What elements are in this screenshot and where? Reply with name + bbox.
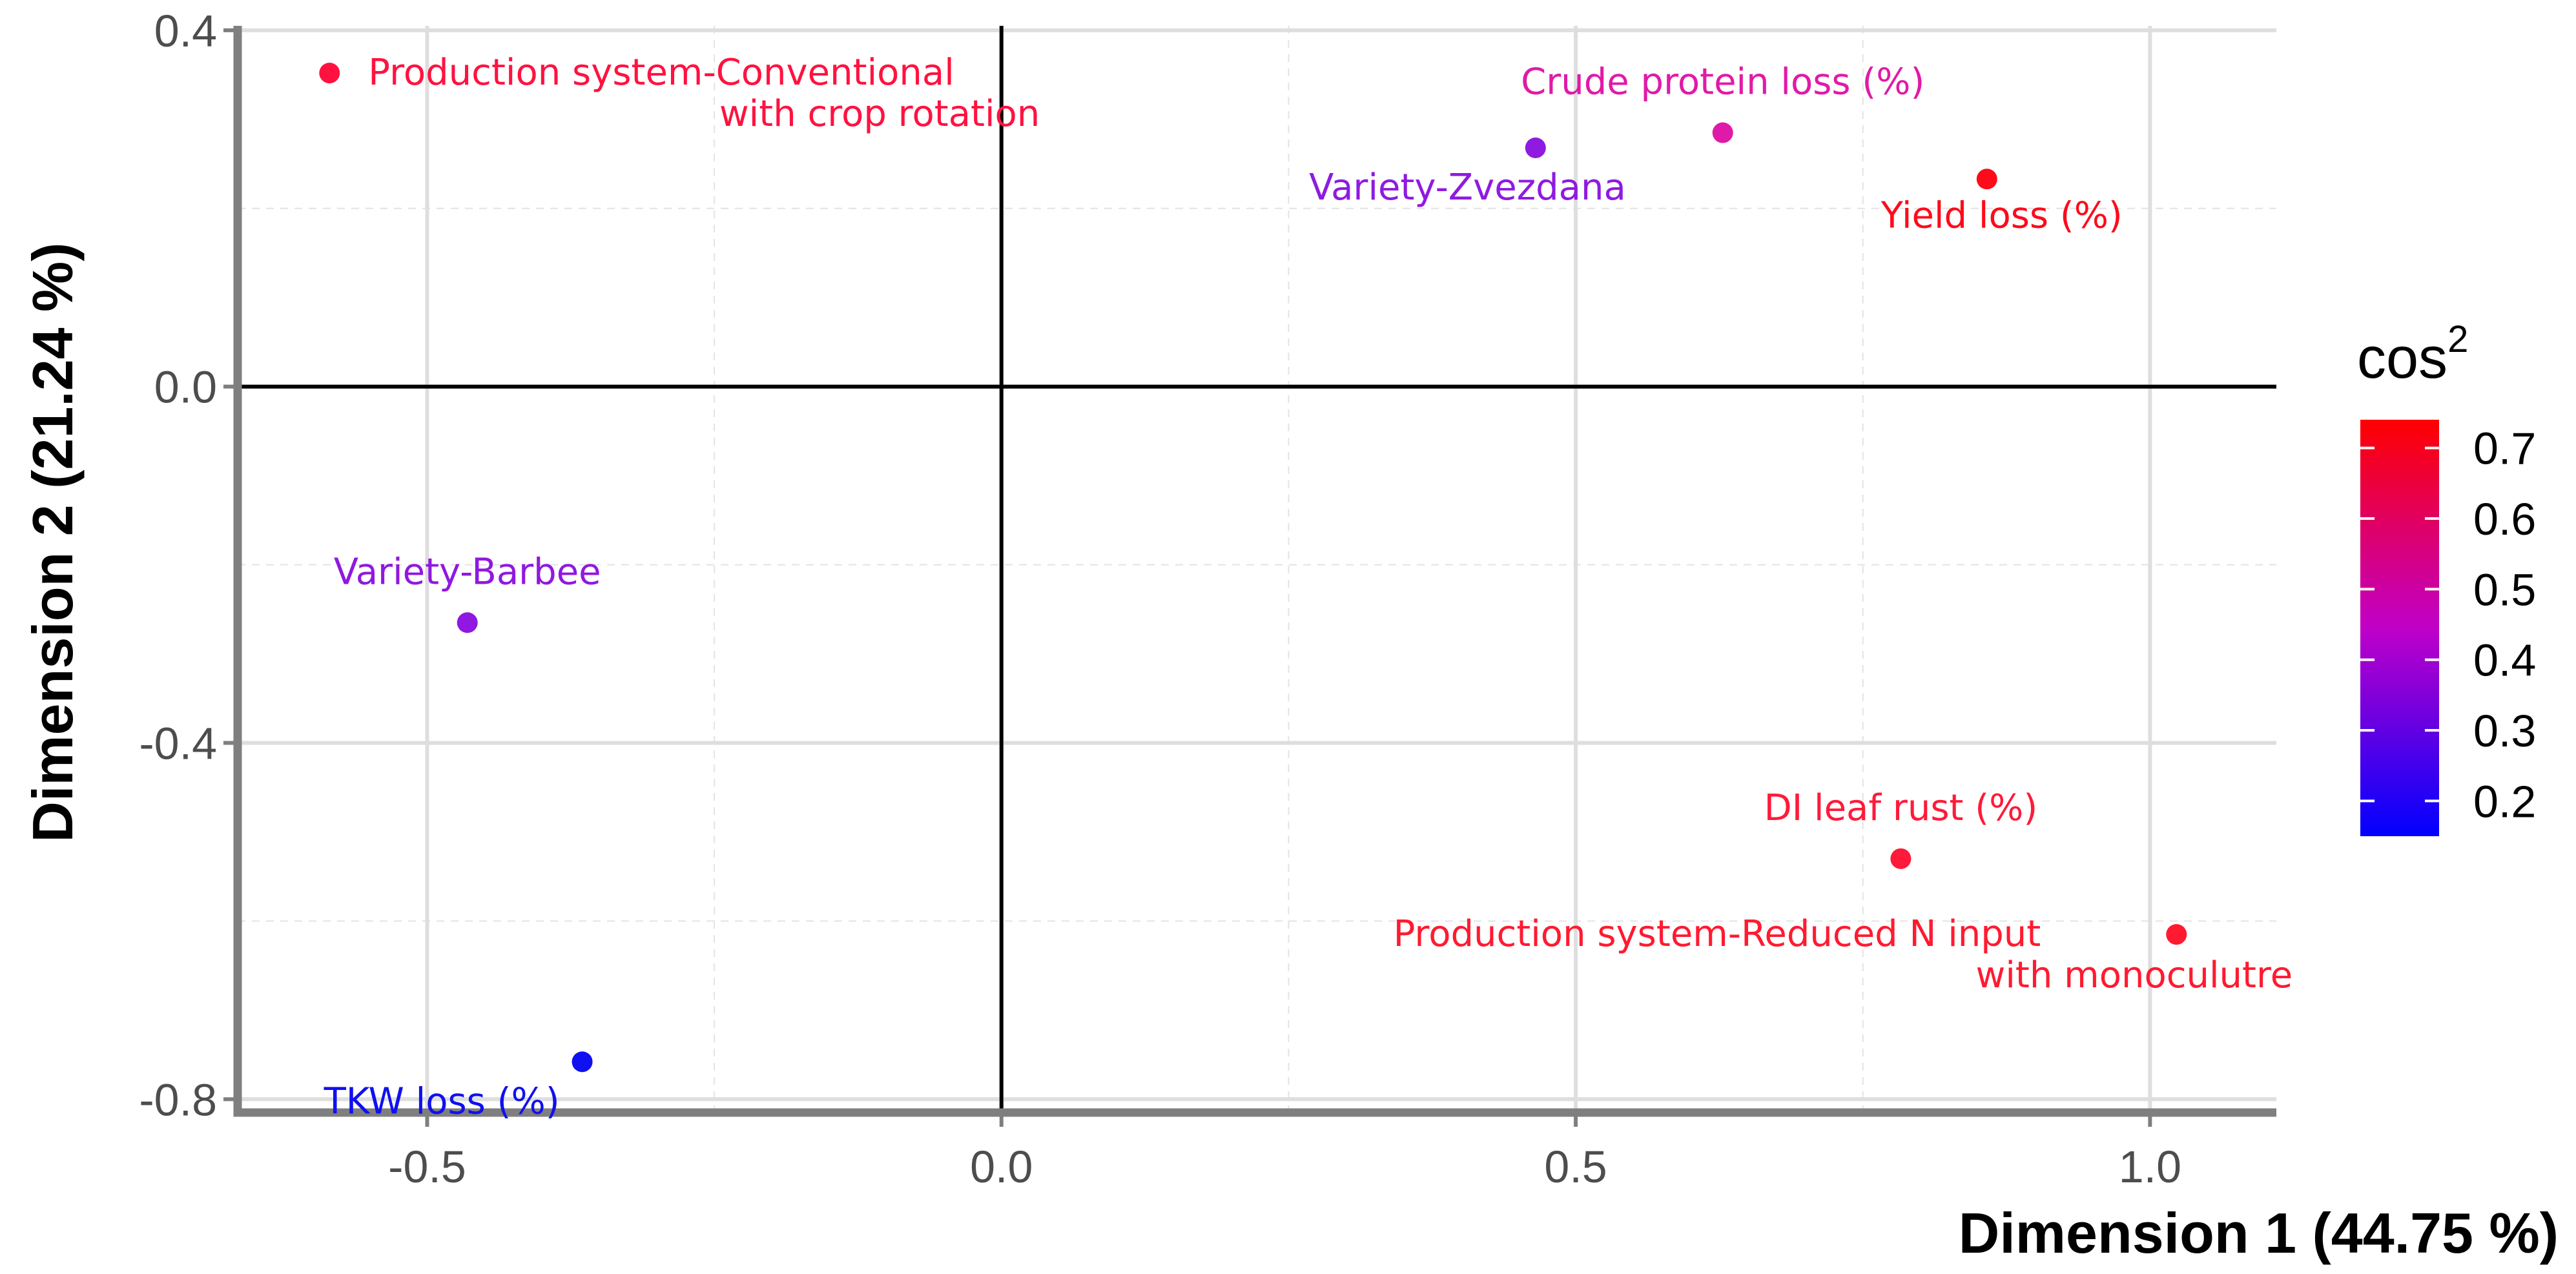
point-label-line2: with monoculutre — [1976, 954, 2293, 996]
legend-tick-label: 0.3 — [2473, 706, 2536, 756]
point-label: Variety-Barbee — [334, 551, 601, 593]
data-point — [572, 1051, 593, 1073]
data-point — [1976, 169, 1997, 190]
point-label: DI leaf rust (%) — [1764, 787, 2038, 829]
data-point — [1890, 848, 1911, 869]
point-label: Production system-Conventional — [368, 52, 954, 94]
x-tick-label: 1.0 — [2119, 1142, 2181, 1192]
point-label: Crude protein loss (%) — [1521, 61, 1924, 103]
x-tick-label: -0.5 — [388, 1142, 466, 1192]
legend-tick-label: 0.7 — [2473, 424, 2536, 474]
legend-tick-label: 0.5 — [2473, 564, 2536, 615]
data-point — [319, 63, 340, 84]
y-tick-label: -0.8 — [139, 1074, 217, 1125]
legend-tick-label: 0.4 — [2473, 635, 2536, 686]
y-axis-ticks: 0.4 0.0 -0.4 -0.8 — [139, 6, 234, 1125]
legend-title-text: cos — [2357, 326, 2447, 391]
y-tick-label: 0.0 — [154, 362, 217, 413]
legend-tick-label: 0.6 — [2473, 494, 2536, 544]
y-tick-label: 0.4 — [154, 6, 217, 56]
legend-colorbar — [2360, 420, 2439, 836]
legend-ticks: 0.7 0.6 0.5 0.4 0.3 0.2 — [2360, 424, 2536, 827]
point-label: Variety-Zvezdana — [1309, 167, 1626, 209]
x-axis-title: Dimension 1 (44.75 %) — [1959, 1201, 2559, 1265]
point-label: Yield loss (%) — [1880, 194, 2123, 236]
minor-gridlines — [238, 26, 2276, 1113]
x-axis-ticks: -0.5 0.0 0.5 1.0 — [388, 1116, 2181, 1192]
data-points — [319, 63, 2187, 1073]
data-point — [1525, 137, 1546, 158]
axis-lines — [233, 26, 2276, 1117]
data-point — [1712, 122, 1733, 143]
point-label: TKW loss (%) — [324, 1080, 560, 1122]
data-point — [457, 612, 478, 633]
color-legend: cos2 0.7 0.6 0.5 0.4 0.3 0.2 — [2357, 318, 2536, 836]
legend-tick-label: 0.2 — [2473, 776, 2536, 827]
y-axis-title: Dimension 2 (21.24 %) — [21, 242, 85, 842]
x-tick-label: 0.0 — [970, 1142, 1033, 1192]
zero-reference-lines — [238, 26, 2276, 1113]
legend-title: cos2 — [2357, 318, 2468, 391]
data-point — [2166, 924, 2187, 945]
y-tick-label: -0.4 — [139, 719, 217, 769]
x-tick-label: 0.5 — [1544, 1142, 1607, 1192]
legend-title-superscript: 2 — [2447, 318, 2468, 360]
point-label-line2: with crop rotation — [719, 93, 1040, 135]
point-label: Production system-Reduced N input — [1394, 913, 2041, 955]
